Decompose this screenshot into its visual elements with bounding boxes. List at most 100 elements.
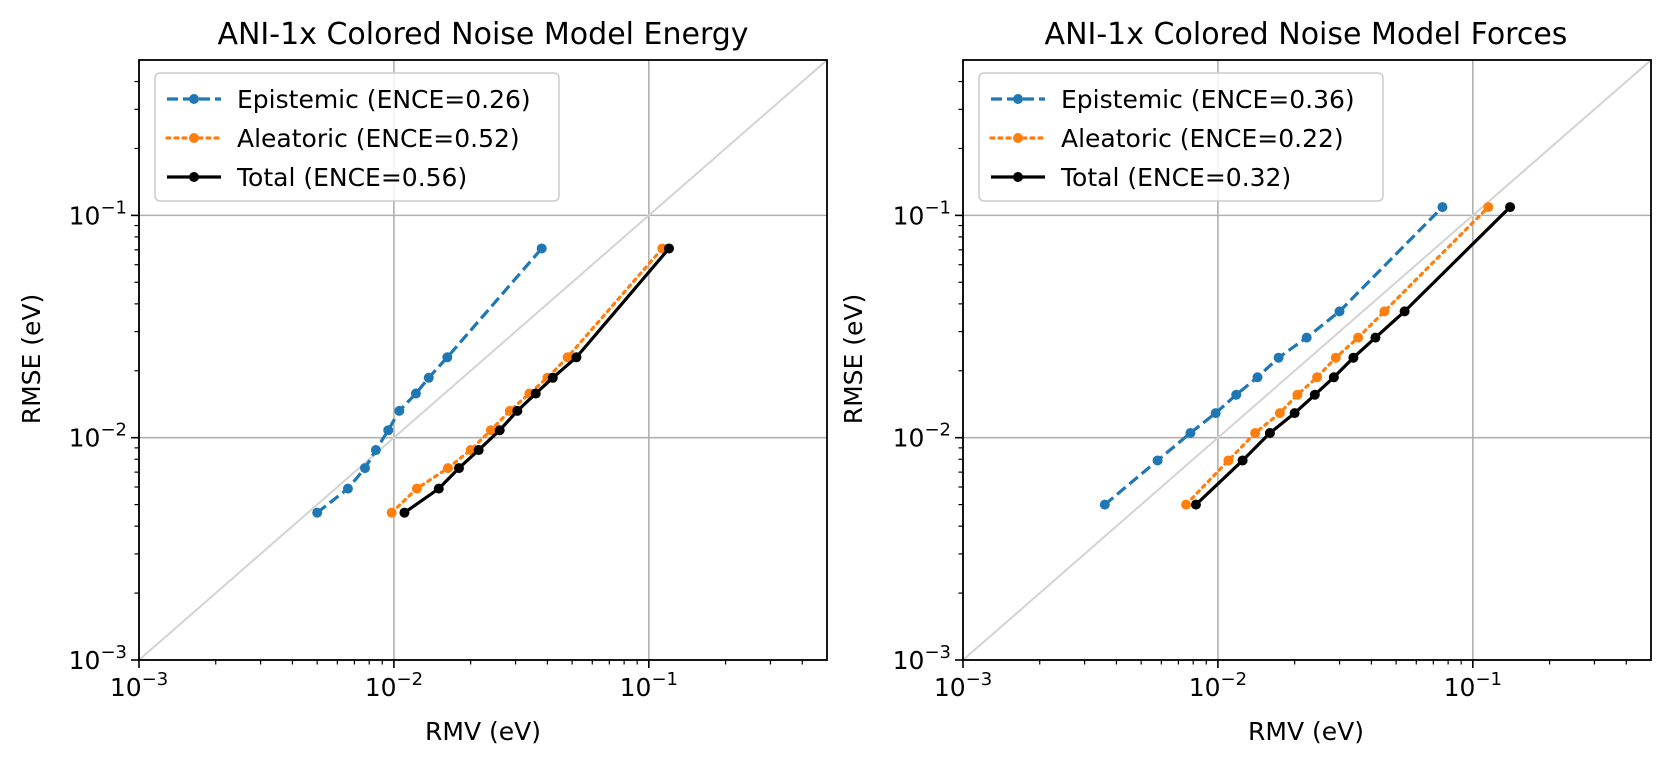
energy-series-0-point bbox=[394, 405, 405, 416]
energy-series-0-point bbox=[359, 463, 370, 474]
forces-series-line-2 bbox=[1194, 205, 1512, 506]
energy-axes-frame bbox=[138, 59, 828, 661]
energy-x-axis-label: RMV (eV) bbox=[425, 717, 541, 746]
energy-y-axis-label: RMSE (eV) bbox=[17, 294, 46, 425]
forces-series-2-point bbox=[1289, 408, 1300, 419]
energy-series-2-point bbox=[512, 405, 523, 416]
energy-y-tick-label: 10−1 bbox=[69, 197, 127, 230]
energy-series-1-point bbox=[485, 425, 496, 436]
forces-series-1-point bbox=[1312, 372, 1323, 383]
energy-series-2-point bbox=[399, 507, 410, 518]
forces-series-1-point bbox=[1483, 202, 1494, 213]
energy-series-0-point bbox=[410, 388, 421, 399]
energy-series-2-point bbox=[664, 243, 675, 254]
forces-series-line-1 bbox=[1184, 205, 1490, 507]
forces-series-0-point bbox=[1231, 389, 1242, 400]
forces-series-line-0 bbox=[1103, 205, 1444, 506]
forces-series-0-point bbox=[1252, 372, 1263, 383]
energy-x-tick-label: 10−2 bbox=[365, 669, 423, 702]
energy-series-1-point bbox=[411, 483, 422, 494]
energy-series-2-point bbox=[494, 425, 505, 436]
forces-reference-line bbox=[963, 60, 1651, 660]
forces-series-1-point bbox=[1379, 306, 1390, 317]
energy-series-line-2 bbox=[403, 247, 671, 514]
energy-series-2-point bbox=[571, 352, 582, 363]
forces-legend-label-2: Total (ENCE=0.32) bbox=[1060, 163, 1291, 192]
forces-series-1-point bbox=[1330, 352, 1341, 363]
forces-x-axis-label: RMV (eV) bbox=[1248, 717, 1364, 746]
forces-legend-label-0: Epistemic (ENCE=0.36) bbox=[1061, 85, 1355, 114]
forces-series-1-point bbox=[1292, 389, 1303, 400]
energy-legend-marker-1 bbox=[189, 133, 199, 143]
forces-chart-panel: ANI-1x Colored Noise Model Forces RMV (e… bbox=[839, 17, 1652, 746]
energy-legend-box bbox=[154, 72, 560, 202]
forces-series-0-point bbox=[1437, 202, 1448, 213]
energy-chart-panel: ANI-1x Colored Noise Model Energy RMV (e… bbox=[17, 17, 828, 746]
forces-series-2-point bbox=[1237, 455, 1248, 466]
energy-series-1-point bbox=[386, 507, 397, 518]
forces-y-tick-label: 10−1 bbox=[893, 197, 951, 230]
forces-series-2-point bbox=[1370, 332, 1381, 343]
forces-series-1-point bbox=[1223, 455, 1234, 466]
forces-series-1-point bbox=[1274, 408, 1285, 419]
energy-series-1-point bbox=[504, 405, 515, 416]
forces-series-0-point bbox=[1301, 332, 1312, 343]
forces-chart-title: ANI-1x Colored Noise Model Forces bbox=[1045, 17, 1568, 52]
forces-series-0-point bbox=[1152, 455, 1163, 466]
forces-x-tick-label: 10−3 bbox=[934, 669, 992, 702]
energy-series-2-point bbox=[547, 372, 558, 383]
forces-series-1-point bbox=[1181, 499, 1192, 510]
forces-series-0-point bbox=[1185, 427, 1196, 438]
forces-series-0-point bbox=[1210, 408, 1221, 419]
energy-series-2-point bbox=[433, 483, 444, 494]
energy-x-tick-label: 10−1 bbox=[620, 669, 678, 702]
forces-series-2-point bbox=[1348, 352, 1359, 363]
energy-series-2-point bbox=[530, 388, 541, 399]
energy-legend-label-1: Aleatoric (ENCE=0.52) bbox=[237, 124, 520, 153]
forces-x-tick-label: 10−2 bbox=[1189, 669, 1247, 702]
energy-series-1-point bbox=[562, 352, 573, 363]
forces-series-2-point bbox=[1399, 306, 1410, 317]
energy-series-1-point bbox=[443, 463, 454, 474]
energy-series-0-point bbox=[370, 445, 381, 456]
energy-series-line-0 bbox=[316, 247, 543, 514]
forces-series-1-point bbox=[1353, 332, 1364, 343]
energy-series-0-point bbox=[423, 372, 434, 383]
forces-series-2-point bbox=[1505, 202, 1516, 213]
energy-series-2-point bbox=[453, 463, 464, 474]
forces-legend-marker-1 bbox=[1013, 133, 1023, 143]
forces-x-tick-label: 10−1 bbox=[1444, 669, 1502, 702]
energy-series-0-point bbox=[342, 483, 353, 494]
energy-x-tick-label: 10−3 bbox=[110, 669, 168, 702]
energy-chart-title: ANI-1x Colored Noise Model Energy bbox=[217, 17, 748, 52]
energy-series-0-point bbox=[312, 507, 323, 518]
energy-series-1-point bbox=[465, 445, 476, 456]
forces-legend-box bbox=[978, 72, 1384, 202]
forces-series-2-point bbox=[1328, 372, 1339, 383]
energy-series-2-point bbox=[473, 445, 484, 456]
energy-legend-marker-0 bbox=[189, 94, 199, 104]
energy-series-line-1 bbox=[390, 246, 664, 515]
forces-series-0-point bbox=[1273, 352, 1284, 363]
energy-reference-line bbox=[139, 60, 827, 660]
forces-axes-frame bbox=[962, 59, 1652, 661]
forces-legend-marker-2 bbox=[1013, 172, 1023, 182]
energy-legend-label-0: Epistemic (ENCE=0.26) bbox=[237, 85, 531, 114]
energy-series-0-point bbox=[536, 243, 547, 254]
forces-series-2-point bbox=[1309, 389, 1320, 400]
forces-y-tick-label: 10−3 bbox=[893, 642, 951, 675]
energy-y-tick-label: 10−2 bbox=[69, 420, 127, 453]
energy-legend-marker-2 bbox=[189, 172, 199, 182]
forces-y-tick-label: 10−2 bbox=[893, 420, 951, 453]
forces-legend-marker-0 bbox=[1013, 94, 1023, 104]
forces-legend-label-1: Aleatoric (ENCE=0.22) bbox=[1061, 124, 1344, 153]
energy-series-0-point bbox=[383, 425, 394, 436]
forces-series-0-point bbox=[1099, 499, 1110, 510]
forces-series-2-point bbox=[1190, 499, 1201, 510]
forces-series-1-point bbox=[1250, 427, 1261, 438]
forces-series-0-point bbox=[1334, 306, 1345, 317]
energy-legend-label-2: Total (ENCE=0.56) bbox=[236, 163, 467, 192]
energy-y-tick-label: 10−3 bbox=[69, 642, 127, 675]
